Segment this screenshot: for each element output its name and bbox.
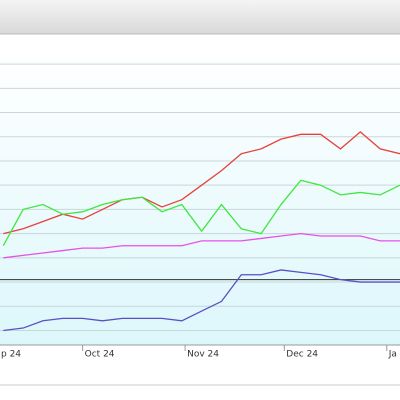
x-tick-label: Ja [388,350,397,360]
x-tick-label: p 24 [1,350,21,360]
header-bar [0,0,400,34]
plot-area [0,52,400,345]
series-line [3,269,400,332]
series-line [3,131,400,235]
x-tick-label: Oct 24 [85,350,115,360]
x-tick-label: Dec 24 [286,350,318,360]
series-line [2,179,400,247]
series-line [3,232,400,259]
x-tick-label: Nov 24 [187,350,219,360]
